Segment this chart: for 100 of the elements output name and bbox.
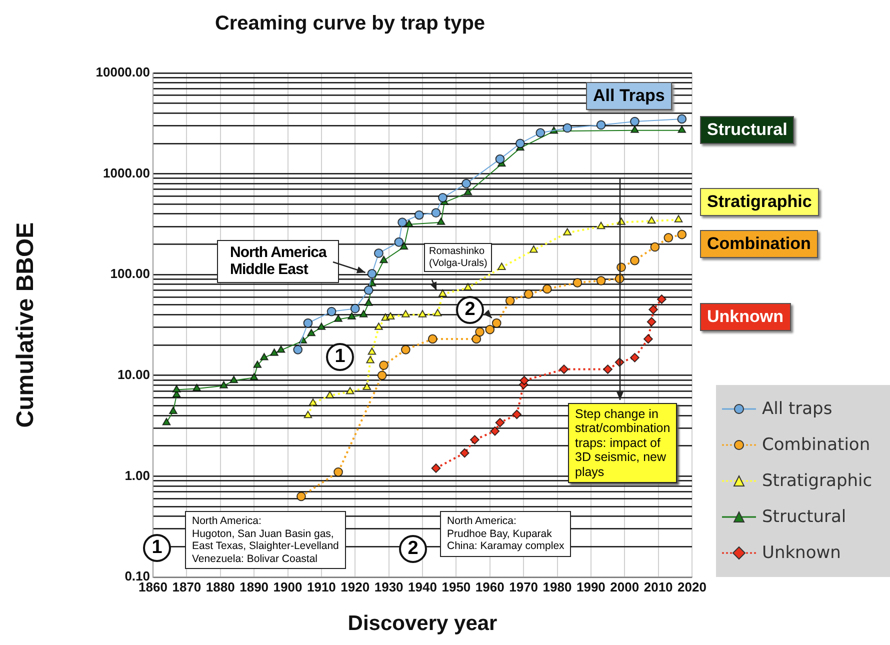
point bbox=[334, 314, 342, 322]
annotation: All Traps bbox=[586, 82, 672, 110]
point bbox=[505, 296, 515, 306]
x-tick-label: 1960 bbox=[475, 579, 504, 594]
point bbox=[460, 448, 470, 458]
point bbox=[475, 327, 484, 337]
point bbox=[530, 245, 538, 253]
point bbox=[596, 276, 606, 286]
point bbox=[374, 248, 384, 258]
y-tick-label: 1.00 bbox=[124, 468, 150, 483]
point bbox=[418, 310, 427, 318]
point bbox=[438, 289, 447, 297]
point bbox=[260, 352, 268, 360]
annotation: Step change in strat/combination traps: impact of 3D seismic, new plays bbox=[568, 403, 678, 483]
point bbox=[303, 318, 313, 328]
point bbox=[400, 344, 410, 354]
annotation: North America Middle East bbox=[217, 240, 340, 282]
point bbox=[677, 230, 687, 240]
point bbox=[428, 334, 438, 344]
point bbox=[414, 210, 424, 220]
point bbox=[253, 360, 262, 368]
point bbox=[648, 304, 658, 314]
x-tick-label: 1890 bbox=[240, 579, 269, 594]
point bbox=[630, 352, 640, 362]
point bbox=[536, 128, 546, 138]
point bbox=[366, 356, 374, 364]
point bbox=[334, 467, 343, 477]
x-tick-label: 1910 bbox=[306, 579, 336, 594]
point bbox=[630, 126, 639, 133]
x-tick-label: 1940 bbox=[408, 579, 437, 594]
point bbox=[603, 364, 612, 374]
point bbox=[677, 114, 687, 124]
point bbox=[367, 269, 377, 278]
point bbox=[368, 347, 376, 355]
text: Stratigraphic bbox=[700, 188, 819, 216]
text: Unknown bbox=[700, 303, 790, 331]
legend-label: Unknown bbox=[762, 543, 841, 563]
x-axis-title: Discovery year bbox=[348, 612, 498, 636]
point bbox=[559, 364, 569, 374]
point bbox=[431, 208, 441, 218]
point bbox=[326, 306, 336, 316]
x-tick-label: 1900 bbox=[273, 579, 302, 594]
point bbox=[436, 218, 446, 225]
y-tick-label: 10.00 bbox=[117, 366, 150, 382]
point bbox=[562, 123, 572, 133]
annotation: Romashinko (Volga-Urals) bbox=[424, 243, 492, 272]
y-tick-label: 10000.00 bbox=[96, 64, 150, 80]
point bbox=[492, 318, 502, 328]
point bbox=[495, 418, 505, 428]
point bbox=[498, 262, 506, 270]
point bbox=[172, 385, 181, 392]
text: Combination bbox=[700, 230, 818, 258]
point bbox=[464, 188, 472, 196]
annotation: 1 bbox=[326, 343, 354, 371]
x-tick-label: 1870 bbox=[172, 579, 202, 594]
point bbox=[520, 376, 529, 386]
point bbox=[462, 178, 471, 188]
x-tick-label: 1880 bbox=[206, 579, 235, 594]
annotation: 1 bbox=[143, 534, 171, 562]
x-tick-label: 2010 bbox=[644, 579, 673, 594]
point bbox=[350, 304, 360, 314]
point bbox=[308, 398, 318, 406]
point bbox=[307, 328, 316, 336]
point bbox=[394, 237, 404, 247]
point bbox=[630, 116, 640, 126]
point bbox=[162, 418, 171, 426]
point bbox=[678, 126, 686, 133]
point bbox=[472, 334, 482, 344]
point bbox=[317, 322, 326, 330]
point bbox=[524, 289, 534, 299]
annotation: North America: Prudhoe Bay, Kuparak China: Karamay complex bbox=[440, 511, 572, 557]
point bbox=[490, 426, 500, 436]
point bbox=[374, 322, 383, 330]
point bbox=[362, 382, 372, 390]
legend-label: Combination bbox=[762, 435, 870, 455]
point bbox=[656, 294, 666, 304]
point bbox=[485, 324, 495, 334]
point bbox=[377, 370, 387, 380]
x-tick-label: 1990 bbox=[576, 579, 606, 594]
point bbox=[192, 384, 201, 392]
point bbox=[630, 256, 640, 266]
point bbox=[359, 310, 368, 318]
point bbox=[380, 256, 388, 264]
point bbox=[250, 372, 258, 380]
point bbox=[348, 312, 356, 320]
point bbox=[364, 298, 373, 306]
point bbox=[674, 215, 683, 222]
point bbox=[402, 310, 410, 318]
point bbox=[596, 120, 606, 130]
point bbox=[398, 218, 407, 228]
x-tick-label: 1980 bbox=[542, 579, 572, 594]
point bbox=[346, 386, 354, 394]
x-tick-label: 1930 bbox=[374, 579, 404, 594]
x-tick-label: 2000 bbox=[610, 579, 640, 594]
point bbox=[650, 242, 660, 252]
x-tick-label: 1970 bbox=[509, 579, 538, 594]
x-tick-label: 1950 bbox=[442, 579, 471, 594]
annotation: 2 bbox=[399, 535, 427, 563]
point bbox=[364, 286, 374, 295]
y-tick-label: 100.00 bbox=[110, 266, 150, 282]
